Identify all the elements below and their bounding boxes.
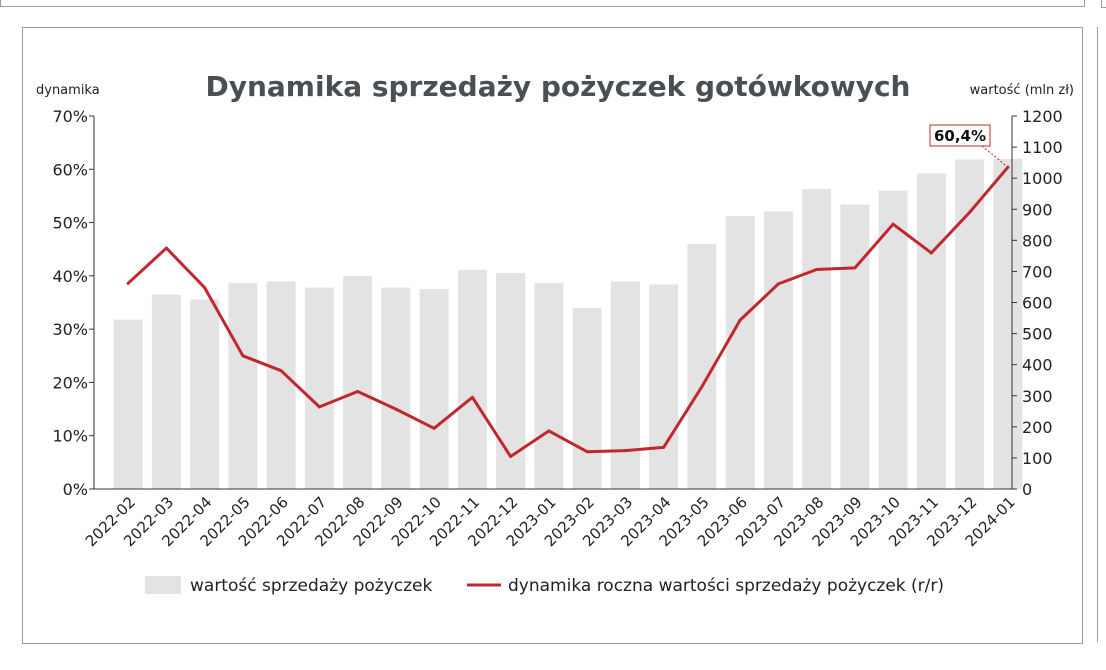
right-tick-label: 600 xyxy=(1022,294,1053,313)
right-tick-label: 200 xyxy=(1022,418,1053,437)
bar xyxy=(993,158,1023,489)
annotation-leader xyxy=(981,145,1009,168)
line-point xyxy=(470,395,474,399)
line-point xyxy=(509,454,513,458)
bar xyxy=(457,269,487,489)
bar xyxy=(649,284,679,489)
line-point xyxy=(853,266,857,270)
line-point xyxy=(203,286,207,290)
bar xyxy=(534,282,564,489)
right-tick-label: 1100 xyxy=(1022,138,1063,157)
series-line xyxy=(127,166,1010,458)
right-tick-label: 1000 xyxy=(1022,169,1063,188)
line-point xyxy=(929,251,933,255)
annotation-box xyxy=(929,124,991,147)
left-tick-label: 20% xyxy=(52,373,88,392)
chart-panel xyxy=(22,27,1083,644)
bar xyxy=(343,276,373,489)
line-point xyxy=(776,282,780,286)
line-point xyxy=(891,222,895,226)
left-tick-label: 50% xyxy=(52,214,88,233)
bar xyxy=(763,211,793,489)
line-point xyxy=(623,449,627,453)
right-tick-label: 400 xyxy=(1022,356,1053,375)
right-axis-label: wartość (mln zł) xyxy=(970,83,1074,98)
right-tick-label: 700 xyxy=(1022,262,1053,281)
bar xyxy=(572,307,602,489)
bar xyxy=(304,287,334,489)
bar xyxy=(228,282,258,489)
annotation-label: 60,4% xyxy=(934,127,986,145)
bar xyxy=(802,189,832,489)
line-point xyxy=(738,318,742,322)
line-point xyxy=(126,281,130,285)
line-point xyxy=(815,267,819,271)
right-panel-border xyxy=(1097,27,1106,642)
bar xyxy=(916,173,946,490)
left-tick-label: 30% xyxy=(52,320,88,339)
legend-label-line: dynamika roczna wartości sprzedaży pożyc… xyxy=(508,576,944,596)
right-tick-label: 0 xyxy=(1022,480,1032,499)
line-point xyxy=(356,389,360,393)
bar xyxy=(190,299,220,489)
bar xyxy=(840,204,870,489)
bar xyxy=(113,319,143,489)
line-point xyxy=(700,385,704,389)
bar xyxy=(266,281,296,489)
line-point xyxy=(164,246,168,250)
line-point xyxy=(968,210,972,214)
right-tick-label: 1200 xyxy=(1022,107,1063,126)
line-point xyxy=(279,369,283,373)
left-tick-label: 10% xyxy=(52,427,88,446)
line-point xyxy=(317,405,321,409)
line-point xyxy=(585,450,589,454)
line-point xyxy=(432,426,436,430)
bar xyxy=(419,289,449,489)
right-tick-label: 900 xyxy=(1022,200,1053,219)
right-tick-label: 500 xyxy=(1022,325,1053,344)
bar xyxy=(151,294,181,489)
line-point xyxy=(547,429,551,433)
left-tick-label: 70% xyxy=(52,107,88,126)
left-tick-label: 60% xyxy=(52,160,88,179)
bar xyxy=(955,159,985,489)
left-axis-label: dynamika xyxy=(36,83,100,98)
right-tick-label: 800 xyxy=(1022,231,1053,250)
bar xyxy=(496,272,526,489)
left-tick-label: 0% xyxy=(63,480,88,499)
right-tick-label: 300 xyxy=(1022,387,1053,406)
line-point xyxy=(241,354,245,358)
legend-label-bars: wartość sprzedaży pożyczek xyxy=(190,576,433,596)
bar xyxy=(610,281,640,489)
right-tick-label: 100 xyxy=(1022,449,1053,468)
bar xyxy=(725,216,755,490)
bar xyxy=(878,190,908,489)
bar xyxy=(687,244,717,489)
legend-swatch-bars xyxy=(145,576,181,594)
chart-title: Dynamika sprzedaży pożyczek gotówkowych xyxy=(205,70,910,103)
line-point xyxy=(662,445,666,449)
bar xyxy=(381,287,411,489)
corner-border xyxy=(1101,0,1106,8)
top-panel-border xyxy=(0,0,1085,7)
left-tick-label: 40% xyxy=(52,267,88,286)
line-point xyxy=(394,407,398,411)
